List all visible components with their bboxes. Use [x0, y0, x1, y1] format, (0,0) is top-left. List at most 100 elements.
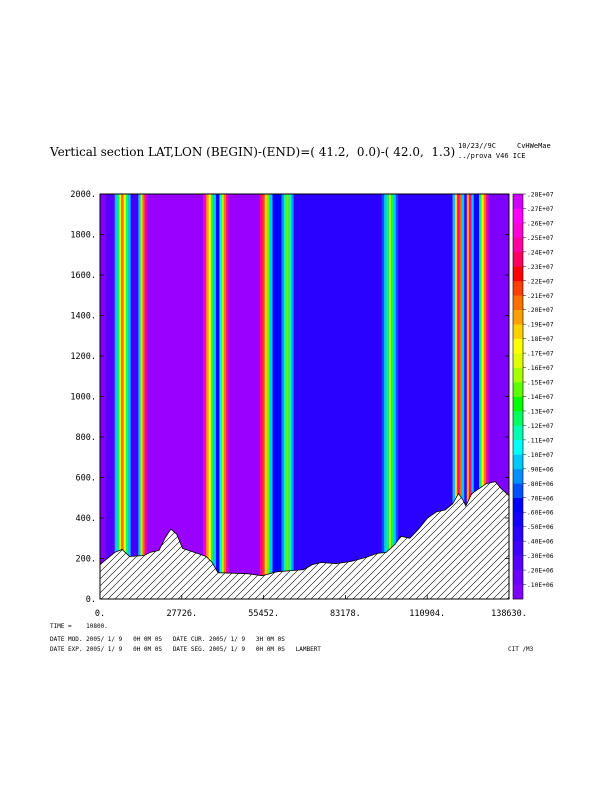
terrain-profile	[99, 481, 510, 600]
field-column	[203, 194, 207, 599]
field-column	[469, 194, 472, 599]
field-column	[140, 194, 143, 599]
field-column	[288, 194, 292, 599]
y-tick-label: 1800.	[70, 231, 96, 241]
colorbar-label: .25E+07	[527, 235, 554, 242]
y-tick-label: 200.	[76, 555, 96, 565]
y-tick-label: 2000.	[70, 190, 96, 200]
y-tick-label: 400.	[76, 514, 96, 524]
colorbar-swatch	[513, 483, 523, 499]
colorbar-label: .22E+07	[527, 278, 554, 285]
x-tick-label: 83178.	[330, 609, 361, 619]
field-column	[259, 194, 263, 599]
field-column	[266, 194, 270, 599]
colorbar-swatch	[513, 410, 523, 426]
colorbar-swatch	[513, 353, 523, 368]
colorbar-label: .13E+07	[527, 408, 554, 415]
field-column	[483, 194, 487, 599]
colorbar-label: .18E+07	[527, 336, 554, 343]
field-column	[123, 194, 126, 599]
colorbar-swatch	[513, 396, 523, 412]
colorbar-swatch	[513, 324, 523, 339]
field-column	[210, 194, 214, 599]
y-tick-label: 800.	[76, 433, 96, 443]
field-column	[262, 194, 265, 599]
colorbar-label: .14E+07	[527, 394, 554, 401]
x-tick-label: 55452.	[248, 609, 279, 619]
colorbar-swatch	[513, 497, 523, 513]
field-column	[269, 194, 273, 599]
field-column	[466, 194, 470, 599]
field-column	[286, 194, 289, 599]
colorbar-label: .23E+07	[527, 264, 554, 271]
colorbar-swatch	[513, 541, 523, 556]
field-column	[391, 194, 394, 599]
colorbar-label: .28E+07	[527, 192, 554, 199]
field-column	[381, 194, 385, 599]
field-column	[388, 194, 392, 599]
field-column	[208, 194, 211, 599]
field-column	[121, 194, 124, 599]
field-column	[105, 194, 115, 599]
colorbar-label: .80E+06	[527, 481, 554, 488]
colorbar-swatch	[513, 512, 523, 527]
colorbar-label: .10E+07	[527, 452, 554, 459]
field-column	[114, 194, 118, 599]
y-tick-label: 1600.	[70, 271, 96, 281]
colorbar-swatch	[513, 382, 523, 397]
colorbar-label: .11E+07	[527, 437, 554, 444]
field-column	[264, 194, 267, 599]
field-column	[219, 194, 222, 599]
field-column	[221, 194, 224, 599]
field-column	[481, 194, 484, 599]
field-column	[213, 194, 216, 599]
field-column	[223, 194, 227, 599]
x-axis: 0. 27726. 55452. 83178. 110904. 138630.	[95, 595, 527, 619]
y-tick-label: 1000.	[70, 393, 96, 403]
colorbar-swatch	[513, 526, 523, 542]
field-column	[452, 194, 455, 599]
field-column	[125, 194, 129, 599]
colorbar-label: .90E+06	[527, 466, 554, 473]
colorbar: .10E+06 .20E+06 .30E+06 .40E+06 .50E+06 .60E+…	[512, 192, 554, 600]
colorbar-label: .21E+07	[527, 293, 554, 300]
colorbar-label: .26E+07	[527, 220, 554, 227]
colorbar-swatch	[513, 338, 523, 354]
field-column	[384, 194, 387, 599]
colorbar-label: .20E+06	[527, 568, 554, 575]
colorbar-label: .16E+07	[527, 365, 554, 372]
field-column	[215, 194, 220, 599]
colorbar-label: .15E+07	[527, 380, 554, 387]
field-column	[128, 194, 131, 599]
run-info-line-2: ../prova V46 ICE	[458, 152, 526, 160]
field-column	[142, 194, 145, 599]
colorbar-swatch	[513, 468, 523, 484]
colorbar-label: .20E+07	[527, 307, 554, 314]
colorbar-swatch	[513, 439, 523, 455]
colorbar-label: .50E+06	[527, 524, 554, 531]
colorbar-swatch	[513, 454, 523, 470]
colorbar-label: .27E+07	[527, 206, 554, 213]
field-column	[226, 194, 229, 599]
colorbar-swatch	[513, 555, 523, 571]
field-column	[293, 194, 382, 599]
colorbar-swatch	[513, 222, 523, 238]
field-column	[117, 194, 120, 599]
colorbar-swatch	[513, 309, 523, 325]
chart-title: Vertical section LAT,LON (BEGIN)-(END)=(…	[50, 145, 456, 159]
y-axis: 2000. 1800. 1600. 1400. 1200. 1000. 800. 600. 40…	[70, 190, 509, 605]
field-column	[454, 194, 458, 599]
colorbar-label: .10E+06	[527, 582, 554, 589]
colorbar-label: .19E+07	[527, 322, 554, 329]
field-column	[138, 194, 141, 599]
field-column	[144, 194, 147, 599]
field-column	[464, 194, 467, 599]
x-tick-label: 0.	[95, 609, 105, 619]
colorbar-swatch	[513, 584, 523, 600]
y-tick-label: 600.	[76, 474, 96, 484]
field-column	[386, 194, 389, 599]
field-column	[395, 194, 399, 599]
x-tick-label: 27726.	[166, 609, 197, 619]
colorbar-swatch	[513, 295, 523, 311]
